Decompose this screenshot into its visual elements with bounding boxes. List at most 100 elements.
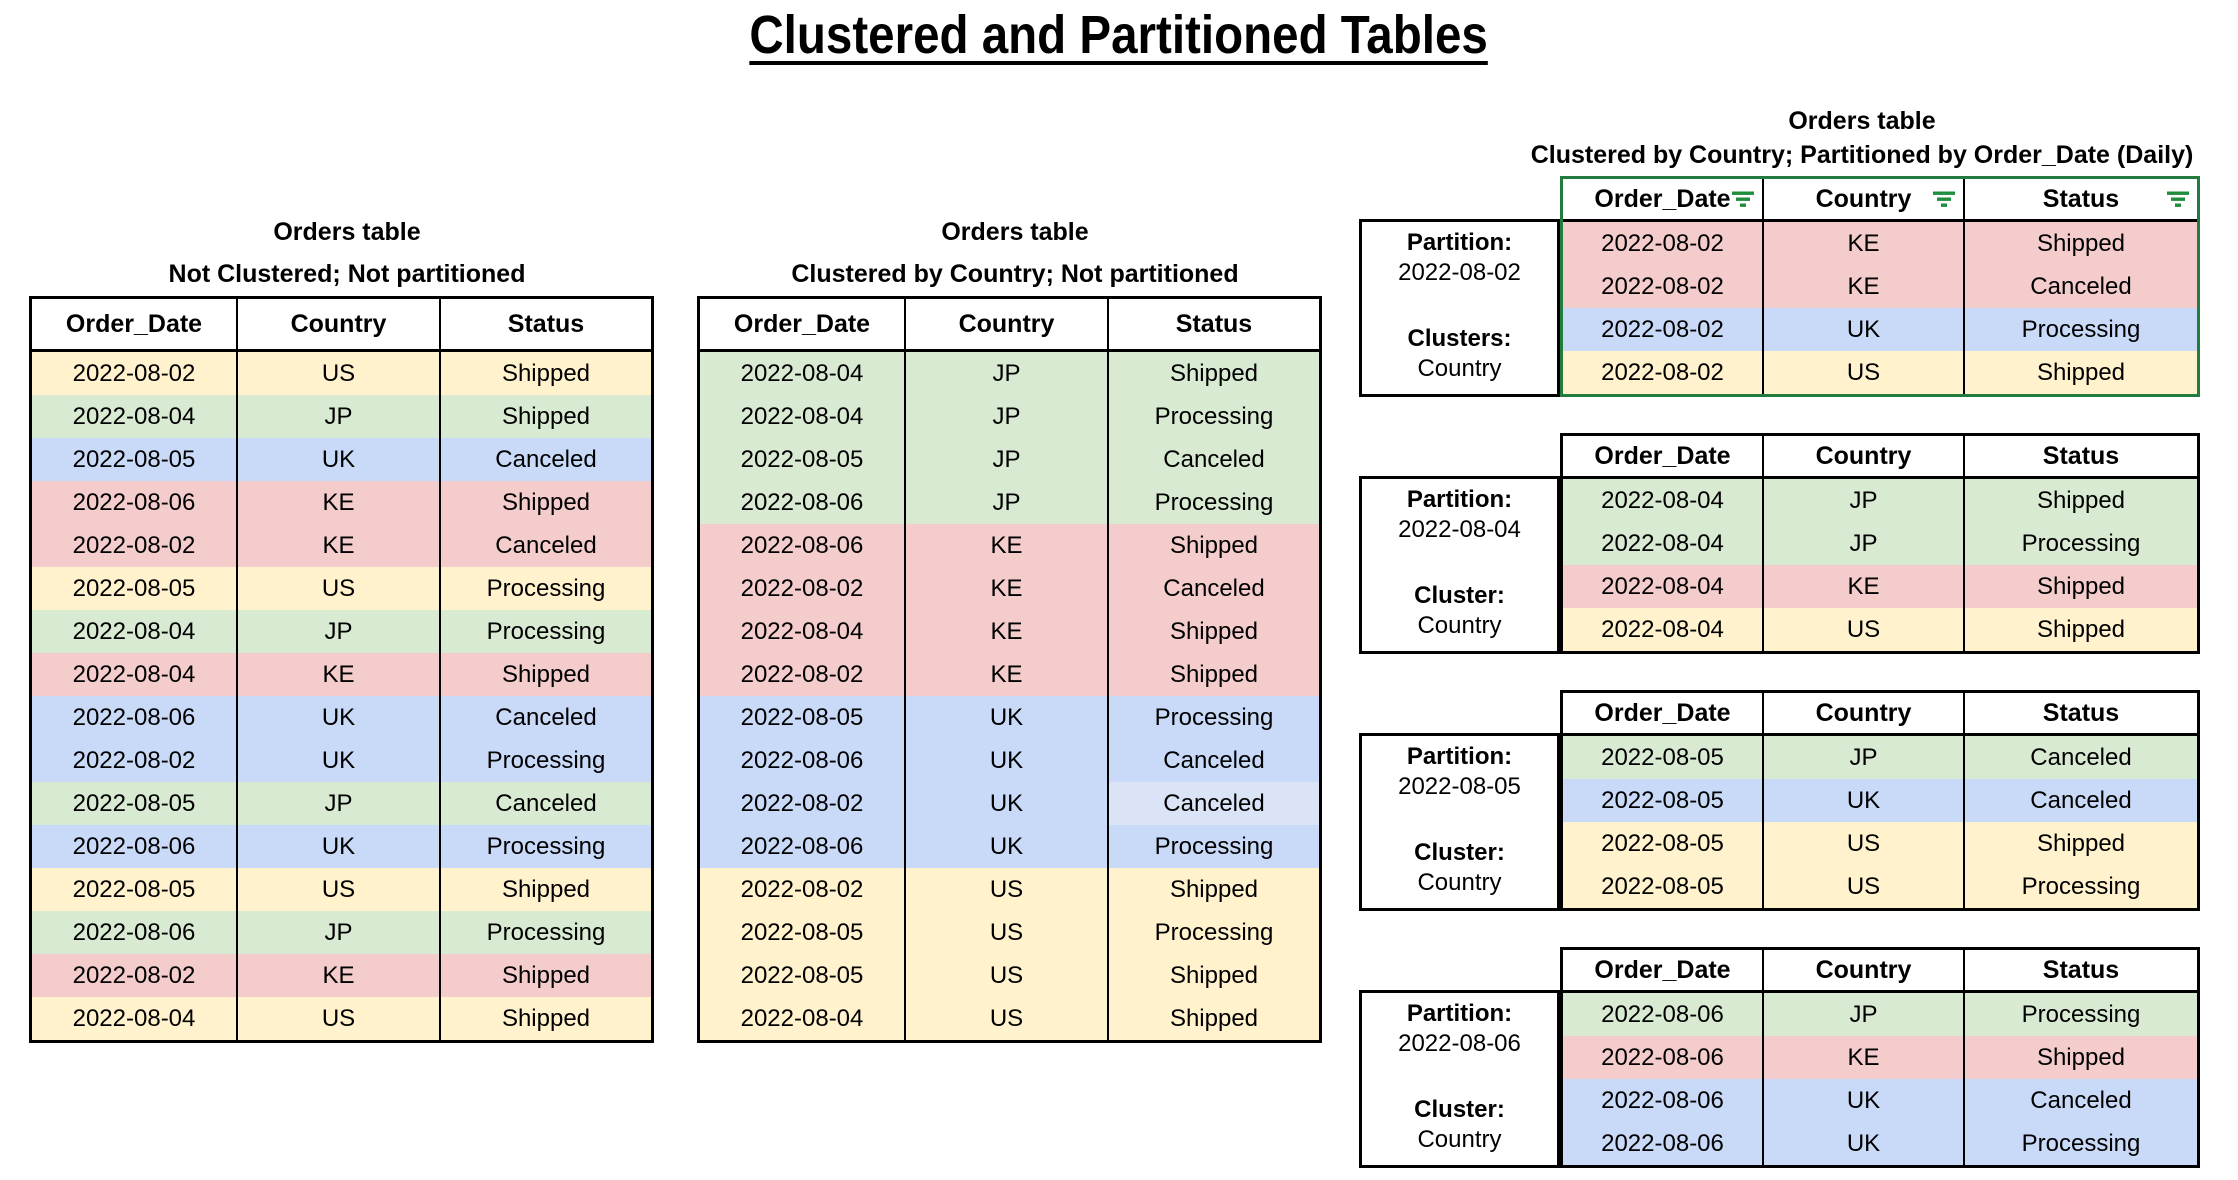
- table-row: 2022-08-06 UK Processing: [700, 825, 1319, 868]
- country-cell: KE: [236, 954, 439, 997]
- column-header-order-date: Order_Date: [1563, 436, 1762, 479]
- order-date-cell: 2022-08-05: [32, 868, 236, 911]
- status-cell: Processing: [1107, 825, 1319, 868]
- order-date-cell: 2022-08-05: [700, 438, 904, 481]
- order-date-cell: 2022-08-05: [32, 782, 236, 825]
- order-date-cell: 2022-08-06: [32, 825, 236, 868]
- column-header-label: Order_Date: [733, 309, 871, 338]
- country-cell: US: [904, 997, 1107, 1040]
- country-cell: KE: [904, 653, 1107, 696]
- status-cell: Shipped: [1107, 653, 1319, 696]
- table-row: 2022-08-05 US Shipped: [700, 954, 1319, 997]
- partition-label: Partition:: [1406, 229, 1513, 256]
- partition-label-box: Partition: 2022-08-06 Cluster: Country: [1359, 990, 1560, 1168]
- status-cell: Canceled: [439, 524, 651, 567]
- partition-group-2022-08-06: Partition: 2022-08-06 Cluster: Country O…: [1359, 947, 2207, 1168]
- status-cell: Processing: [439, 911, 651, 954]
- status-cell: Canceled: [439, 782, 651, 825]
- status-cell: Processing: [1963, 1122, 2197, 1165]
- table-row: 2022-08-05 US Shipped: [1563, 822, 2197, 865]
- partition-label-group: Partition: 2022-08-05: [1362, 742, 1557, 802]
- status-cell: Shipped: [1107, 954, 1319, 997]
- table-row: 2022-08-02 US Shipped: [1563, 351, 2197, 394]
- filter-icon: [1732, 191, 1754, 207]
- partition-value: 2022-08-02: [1398, 259, 1521, 286]
- column-header-label: Order_Date: [1594, 184, 1731, 213]
- status-cell: Processing: [439, 567, 651, 610]
- column-header-label: Status: [2042, 184, 2120, 213]
- table-row: 2022-08-06 JP Processing: [32, 911, 651, 954]
- order-date-cell: 2022-08-06: [700, 825, 904, 868]
- column-header-order-date: Order_Date: [1563, 179, 1762, 222]
- status-cell: Processing: [1107, 481, 1319, 524]
- table-row: 2022-08-05 UK Processing: [700, 696, 1319, 739]
- table-subtitle: Clustered by Country; Partitioned by Ord…: [1530, 141, 2194, 169]
- table-subtitle: Clustered by Country; Not partitioned: [791, 260, 1239, 288]
- country-cell: KE: [904, 567, 1107, 610]
- country-cell: JP: [1762, 479, 1963, 522]
- country-cell: US: [1762, 608, 1963, 651]
- order-date-cell: 2022-08-05: [1563, 822, 1762, 865]
- column-header-country: Country: [1762, 436, 1963, 479]
- cluster-value: Country: [1417, 612, 1502, 639]
- table-subtitle: Not Clustered; Not partitioned: [168, 260, 526, 288]
- header-row: Order_Date Country Status: [1563, 950, 2197, 993]
- status-cell: Shipped: [1107, 997, 1319, 1040]
- country-cell: UK: [236, 739, 439, 782]
- table-row: 2022-08-06 UK Canceled: [700, 739, 1319, 782]
- column-header-country: Country: [236, 299, 439, 352]
- column-header-label: Order_Date: [65, 309, 203, 338]
- status-cell: Canceled: [1107, 438, 1319, 481]
- partition-label: Partition:: [1406, 486, 1513, 513]
- cluster-label: Cluster:: [1414, 1096, 1505, 1123]
- order-date-cell: 2022-08-06: [1563, 1036, 1762, 1079]
- column-header-status: Status: [439, 299, 651, 352]
- status-cell: Processing: [439, 610, 651, 653]
- order-date-cell: 2022-08-02: [1563, 351, 1762, 394]
- country-cell: JP: [1762, 522, 1963, 565]
- order-date-cell: 2022-08-04: [700, 352, 904, 395]
- status-cell: Processing: [439, 739, 651, 782]
- status-cell: Shipped: [439, 868, 651, 911]
- table-row: 2022-08-06 KE Shipped: [1563, 1036, 2197, 1079]
- table-row: 2022-08-04 JP Shipped: [32, 395, 651, 438]
- order-date-cell: 2022-08-02: [32, 739, 236, 782]
- header-row: Order_Date Country Status: [1563, 693, 2197, 736]
- status-cell: Shipped: [1107, 524, 1319, 567]
- status-cell: Canceled: [1963, 1079, 2197, 1122]
- table-row: 2022-08-02 US Shipped: [32, 352, 651, 395]
- country-cell: UK: [1762, 308, 1963, 351]
- column-header-country: Country: [1762, 179, 1963, 222]
- status-cell: Shipped: [439, 954, 651, 997]
- table-row: 2022-08-05 UK Canceled: [32, 438, 651, 481]
- page-title: Clustered and Partitioned Tables: [0, 4, 2238, 66]
- table-row: 2022-08-04 JP Processing: [32, 610, 651, 653]
- table-row: 2022-08-05 US Processing: [700, 911, 1319, 954]
- section-not-clustered: Orders table Not Clustered; Not partitio…: [29, 216, 665, 1043]
- country-cell: JP: [236, 610, 439, 653]
- header-row: Order_Date Country Status: [700, 299, 1319, 352]
- partition-group-2022-08-04: Partition: 2022-08-04 Cluster: Country O…: [1359, 433, 2207, 654]
- table-row: 2022-08-04 JP Processing: [700, 395, 1319, 438]
- order-date-cell: 2022-08-06: [700, 739, 904, 782]
- status-cell: Canceled: [1963, 779, 2197, 822]
- column-header-label: Country: [1815, 441, 1912, 470]
- partition-label: Partition:: [1406, 743, 1513, 770]
- country-cell: US: [1762, 865, 1963, 908]
- status-cell: Processing: [1963, 993, 2197, 1036]
- table-row: 2022-08-06 JP Processing: [1563, 993, 2197, 1036]
- order-date-cell: 2022-08-04: [32, 395, 236, 438]
- status-cell: Canceled: [439, 696, 651, 739]
- table-row: 2022-08-04 US Shipped: [700, 997, 1319, 1040]
- status-cell: Shipped: [1963, 1036, 2197, 1079]
- partition-label-box: Partition: 2022-08-04 Cluster: Country: [1359, 476, 1560, 654]
- cluster-value: Country: [1417, 355, 1502, 382]
- status-cell: Canceled: [1107, 739, 1319, 782]
- country-cell: KE: [1762, 565, 1963, 608]
- table-row: 2022-08-04 JP Processing: [1563, 522, 2197, 565]
- country-cell: JP: [1762, 993, 1963, 1036]
- table-row: 2022-08-04 KE Shipped: [32, 653, 651, 696]
- country-cell: JP: [904, 481, 1107, 524]
- order-date-cell: 2022-08-06: [32, 911, 236, 954]
- order-date-cell: 2022-08-05: [700, 911, 904, 954]
